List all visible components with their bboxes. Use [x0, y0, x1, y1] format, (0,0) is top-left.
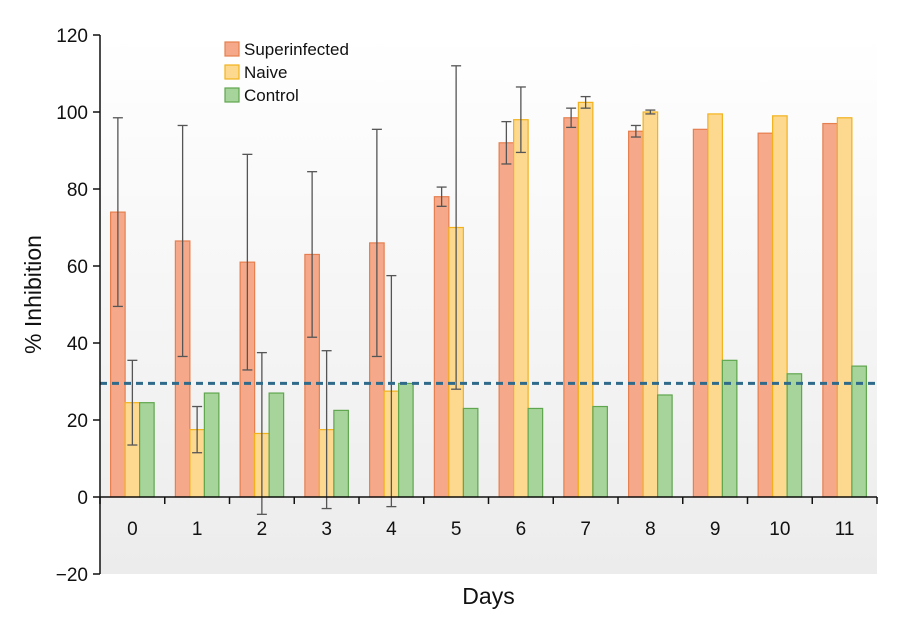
bar-control-day-3	[333, 409, 349, 498]
y-tick-label: 40	[67, 334, 88, 355]
x-tick-label: 3	[321, 519, 332, 540]
error-bar-superinfected-day-0	[112, 117, 123, 308]
x-tick-label: 11	[835, 519, 855, 540]
bar-superinfected-day-9	[692, 128, 709, 498]
x-tick-label: 0	[127, 519, 138, 540]
x-ticks: 0 1 2 3 4 5 6 7 8 9 10 11	[99, 497, 878, 540]
bar-superinfected-day-6	[498, 142, 515, 498]
bar-control-day-10	[786, 373, 803, 498]
error-bar-naive-day-3	[321, 350, 332, 510]
bar-superinfected-day-8	[628, 130, 644, 498]
bar-naive-day-11	[836, 117, 853, 498]
x-tick-label: 5	[451, 519, 462, 540]
legend-swatch	[224, 87, 240, 103]
legend-item-naive: Naive	[224, 63, 287, 82]
bar-superinfected-day-7	[563, 117, 579, 498]
x-tick-label: 4	[386, 519, 397, 540]
x-tick-label: 2	[257, 519, 268, 540]
legend-item-superinfected: Superinfected	[224, 40, 349, 59]
bar-naive-day-10	[772, 115, 788, 498]
error-bars-layer	[112, 65, 656, 515]
x-tick-label: 8	[645, 519, 656, 540]
bar-control-day-6	[527, 407, 544, 498]
legend-swatch	[224, 64, 240, 80]
error-bar-naive-day-1	[192, 405, 203, 454]
legend-item-control: Control	[224, 86, 299, 105]
x-tick-label: 6	[516, 519, 527, 540]
bar-naive-day-9	[707, 113, 723, 498]
error-bar-superinfected-day-7	[566, 107, 577, 129]
bar-control-day-8	[657, 394, 673, 498]
y-tick-label: 0	[77, 488, 88, 509]
error-bar-superinfected-day-1	[177, 124, 188, 358]
error-bar-superinfected-day-3	[307, 171, 318, 338]
error-bar-naive-day-2	[256, 351, 267, 515]
error-bar-naive-day-6	[515, 86, 526, 154]
error-bar-naive-day-7	[580, 95, 591, 109]
legend-label: Naive	[244, 63, 287, 82]
legend: Superinfected Naive Control	[224, 40, 349, 105]
error-bar-naive-day-4	[386, 274, 397, 508]
y-tick-label: 120	[56, 26, 88, 47]
error-bar-naive-day-0	[127, 359, 138, 446]
bar-naive-day-8	[642, 111, 659, 498]
y-tick-label: 60	[67, 257, 88, 278]
legend-swatch	[224, 41, 240, 57]
x-tick-label: 1	[192, 519, 203, 540]
bar-naive-day-6	[513, 119, 529, 498]
x-tick-label: 10	[769, 519, 790, 540]
bar-control-day-2	[268, 392, 285, 498]
legend-label: Superinfected	[244, 40, 349, 59]
y-tick-label: −20	[56, 565, 88, 586]
y-ticks: −20 0 20 40 60 80 100 120	[56, 26, 100, 586]
plot-background	[100, 35, 877, 574]
bar-control-day-5	[462, 407, 479, 498]
y-tick-label: 100	[56, 103, 88, 124]
error-bar-superinfected-day-4	[371, 128, 382, 358]
y-tick-label: 80	[67, 180, 88, 201]
bars-layer	[110, 101, 867, 498]
bar-control-day-9	[721, 359, 738, 498]
error-bar-superinfected-day-6	[501, 120, 512, 165]
error-bar-superinfected-day-5	[436, 186, 447, 207]
bar-superinfected-day-10	[757, 132, 774, 498]
x-tick-label: 9	[710, 519, 721, 540]
y-tick-label: 20	[67, 411, 88, 432]
error-bar-superinfected-day-2	[242, 153, 253, 371]
bar-control-day-11	[851, 365, 867, 498]
error-bar-naive-day-5	[451, 65, 462, 390]
legend-label: Control	[244, 86, 299, 105]
y-axis-title: % Inhibition	[20, 235, 46, 354]
bar-control-day-0	[139, 402, 155, 498]
bar-superinfected-day-5	[433, 196, 450, 498]
bar-superinfected-day-11	[822, 122, 838, 498]
x-axis-title: Days	[462, 583, 514, 609]
bar-control-day-1	[203, 392, 220, 498]
bar-control-day-4	[398, 382, 414, 498]
error-bar-superinfected-day-8	[630, 124, 641, 138]
bar-naive-day-7	[577, 101, 594, 498]
error-bar-naive-day-8	[645, 109, 656, 115]
x-tick-label: 7	[580, 519, 591, 540]
bar-control-day-7	[592, 405, 608, 498]
